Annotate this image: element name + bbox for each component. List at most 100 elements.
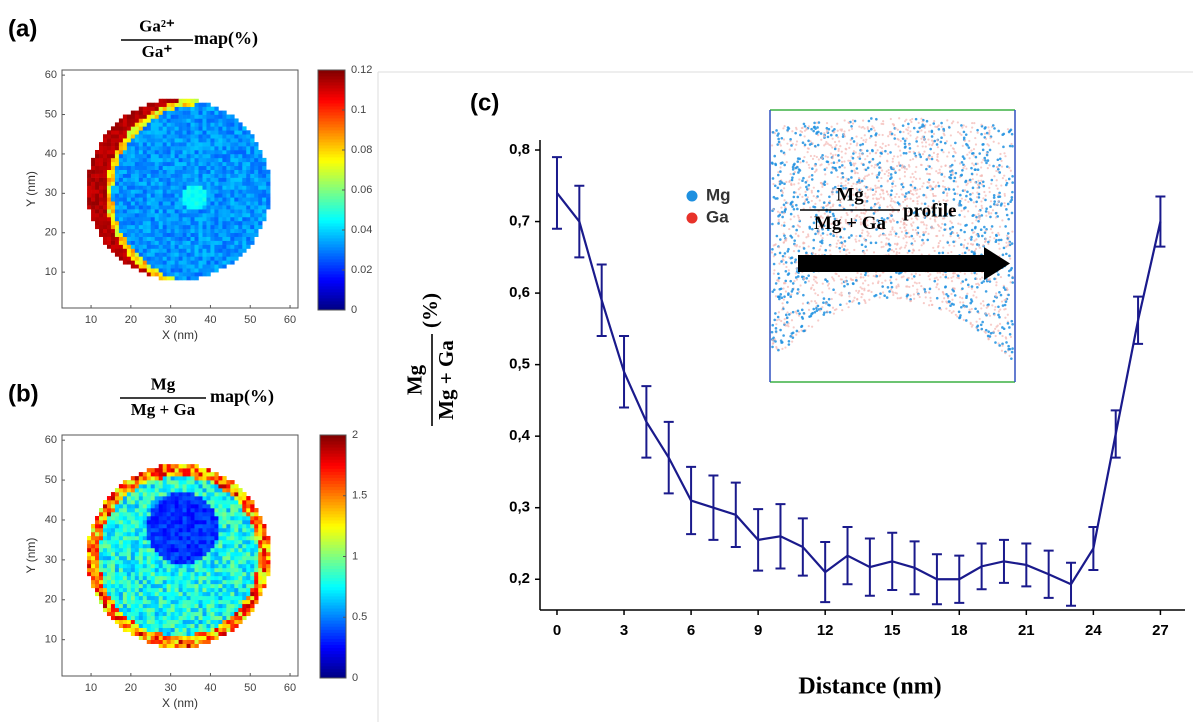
map-pixel — [206, 468, 211, 473]
map-pixel — [118, 213, 124, 218]
map-pixel — [202, 169, 207, 174]
colorbar-slice — [318, 298, 345, 302]
map-pixel — [250, 205, 255, 210]
map-pixel — [234, 547, 239, 553]
map-pixel — [91, 181, 96, 186]
map-pixel — [250, 551, 255, 557]
map-pixel — [230, 209, 235, 214]
atom-dot — [903, 170, 907, 174]
map-pixel — [250, 232, 255, 237]
atom-dot — [991, 304, 994, 307]
map-pixel — [178, 110, 183, 115]
map-pixel — [198, 232, 203, 237]
map-pixel — [246, 535, 251, 541]
atom-dot — [778, 262, 781, 265]
colorbar-slice — [318, 157, 345, 161]
atom-dot — [791, 130, 794, 133]
map-pixel — [186, 599, 191, 605]
atom-dot — [844, 152, 847, 155]
map-pixel — [250, 500, 255, 505]
map-pixel — [158, 209, 163, 214]
map-pixel — [130, 523, 136, 529]
atom-dot — [887, 135, 890, 138]
map-pixel — [102, 551, 108, 557]
map-pixel — [154, 504, 160, 509]
map-pixel — [242, 559, 247, 565]
map-pixel — [222, 607, 227, 613]
map-pixel — [150, 535, 156, 541]
map-pixel — [230, 599, 235, 605]
map-pixel — [262, 555, 267, 561]
map-pixel — [246, 591, 251, 597]
map-pixel — [146, 157, 152, 163]
map-pixel — [130, 169, 136, 174]
colorbar-slice — [318, 145, 345, 149]
map-pixel — [210, 122, 215, 127]
map-pixel — [170, 512, 175, 517]
map-pixel — [218, 603, 223, 609]
atom-dot — [827, 127, 831, 131]
map-pixel — [170, 134, 175, 139]
atom-dot — [799, 133, 802, 137]
map-pixel — [138, 555, 144, 561]
atom-dot — [824, 248, 828, 252]
map-pixel — [222, 611, 227, 617]
map-pixel — [258, 559, 263, 565]
map-pixel — [202, 523, 207, 529]
atom-dot — [978, 317, 981, 321]
map-pixel — [190, 500, 195, 505]
map-pixel — [182, 272, 187, 277]
map-pixel — [126, 161, 132, 167]
map-pixel — [110, 185, 116, 190]
map-pixel — [246, 149, 251, 155]
map-pixel — [122, 224, 128, 230]
map-pixel — [206, 615, 211, 621]
colorbar-slice — [320, 674, 346, 679]
map-pixel — [246, 607, 251, 613]
atom-dot — [905, 168, 908, 171]
map-pixel — [242, 496, 247, 501]
map-pixel — [150, 260, 156, 265]
map-pixel — [158, 161, 163, 167]
colorbar-slice — [318, 283, 345, 287]
atom-dot — [886, 152, 890, 155]
map-pixel — [146, 256, 152, 261]
map-pixel — [138, 559, 144, 565]
map-pixel — [126, 216, 132, 222]
map-pixel — [106, 571, 112, 577]
map-pixel — [91, 523, 96, 529]
map-pixel — [162, 110, 167, 115]
map-pixel — [178, 134, 183, 139]
map-pixel — [95, 209, 100, 214]
atom-dot — [783, 252, 787, 255]
map-pixel — [130, 488, 136, 493]
map-pixel — [186, 114, 191, 119]
map-pixel — [122, 153, 128, 159]
map-pixel — [190, 508, 195, 513]
atom-dot — [997, 142, 1000, 145]
map-pixel — [214, 236, 219, 241]
map-pixel — [150, 531, 156, 537]
atom-dot — [839, 221, 842, 224]
atom-dot — [875, 174, 878, 177]
colorbar-slice — [320, 580, 346, 585]
map-pixel — [122, 599, 128, 605]
map-pixel — [154, 623, 160, 629]
map-pixel — [126, 508, 132, 513]
map-pixel — [118, 189, 124, 194]
map-pixel — [230, 153, 235, 159]
map-pixel — [234, 185, 239, 190]
atom-dot — [820, 157, 823, 160]
atom-dot — [835, 245, 838, 248]
map-pixel — [214, 591, 219, 597]
atom-dot — [990, 182, 993, 185]
map-pixel — [102, 181, 108, 186]
map-pixel — [202, 512, 207, 517]
map-pixel — [202, 224, 207, 230]
atom-dot — [930, 139, 934, 142]
atom-dot — [974, 247, 978, 250]
map-pixel — [206, 228, 211, 234]
map-pixel — [210, 480, 215, 485]
atom-dot — [943, 297, 946, 300]
map-pixel — [222, 504, 227, 509]
